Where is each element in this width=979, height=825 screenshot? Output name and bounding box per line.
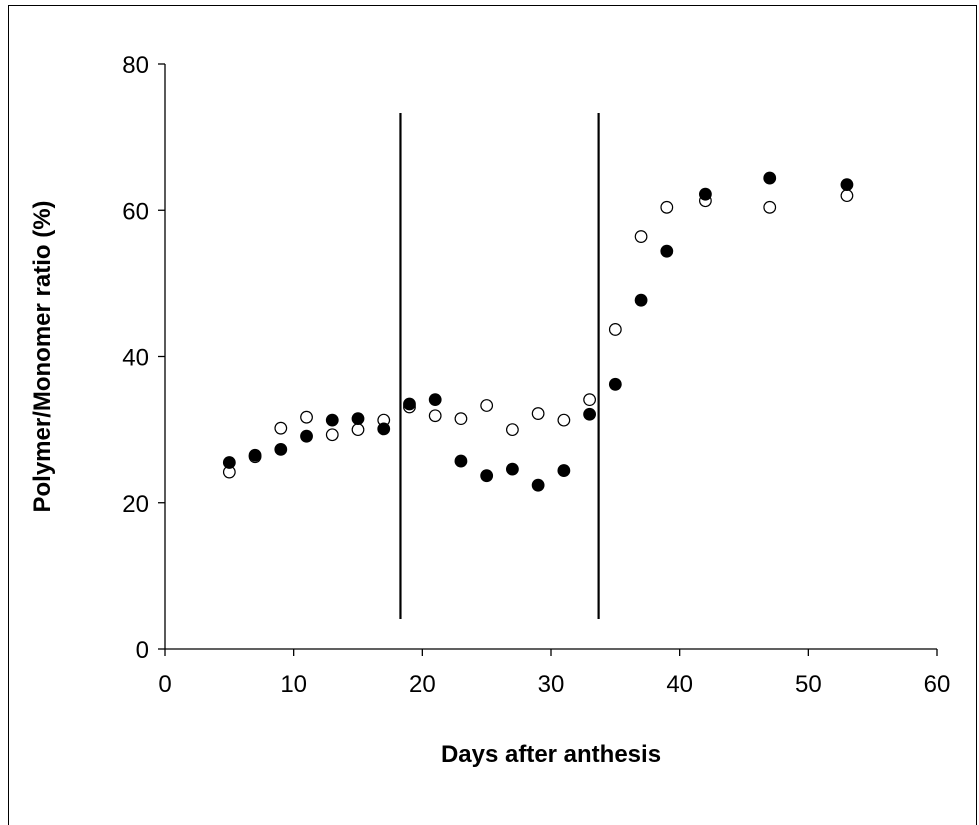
open-data-point — [634, 230, 648, 243]
x-tick-label: 20 — [409, 671, 436, 698]
open-data-point — [351, 423, 365, 437]
x-tick-label: 60 — [924, 671, 951, 698]
open-data-point — [608, 323, 622, 336]
filled-data-point — [660, 244, 674, 258]
filled-data-point — [248, 448, 262, 462]
filled-data-point — [403, 397, 416, 411]
open-data-point — [454, 412, 468, 426]
y-tick-label: 20 — [122, 491, 149, 518]
x-tick-label: 10 — [280, 671, 307, 698]
x-tick-label: 40 — [666, 671, 693, 698]
filled-data-point — [763, 171, 777, 185]
filled-data-point — [480, 469, 494, 483]
filled-data-point — [634, 293, 648, 307]
axes — [158, 63, 938, 656]
filled-data-point — [506, 462, 519, 476]
filled-data-point — [222, 456, 236, 469]
y-axis-label: Polymer/Monomer ratio (%) — [29, 200, 56, 512]
x-axis-label: Days after anthesis — [441, 741, 661, 768]
filled-data-point — [377, 422, 391, 436]
open-data-point — [557, 413, 571, 427]
x-tick-label: 0 — [158, 671, 171, 698]
open-data-point — [274, 421, 288, 435]
filled-data-point — [531, 478, 545, 492]
filled-data-point — [557, 464, 571, 477]
y-tick-label: 60 — [122, 198, 149, 225]
filled-data-point — [699, 187, 712, 201]
y-tick-label: 80 — [122, 52, 149, 79]
tick-labels: 0 20 40 60 80 0 10 20 30 40 50 60 — [122, 52, 950, 698]
filled-data-point — [351, 412, 365, 426]
open-data-point — [583, 393, 596, 407]
open-data-point — [428, 409, 442, 423]
filled-data-point — [325, 413, 339, 427]
open-data-point — [660, 200, 674, 214]
open-data-point — [325, 428, 339, 442]
open-data-point — [840, 189, 854, 203]
y-tick-label: 40 — [122, 345, 149, 372]
x-tick-label: 50 — [795, 671, 822, 698]
data-points — [222, 171, 854, 492]
filled-data-point — [840, 178, 854, 192]
x-tick-label: 30 — [538, 671, 565, 698]
filled-data-point — [300, 429, 313, 443]
open-data-point — [531, 407, 545, 420]
open-data-point — [300, 410, 313, 424]
open-data-point — [506, 423, 519, 437]
open-data-point — [763, 200, 777, 214]
stage-divider-lines — [399, 113, 600, 619]
chart-frame — [8, 5, 977, 825]
filled-data-point — [454, 454, 468, 468]
y-tick-label: 0 — [136, 637, 149, 664]
filled-data-point — [583, 407, 596, 421]
filled-data-point — [274, 442, 288, 456]
filled-data-point — [608, 377, 622, 391]
open-data-point — [480, 399, 494, 412]
filled-data-point — [428, 393, 442, 407]
